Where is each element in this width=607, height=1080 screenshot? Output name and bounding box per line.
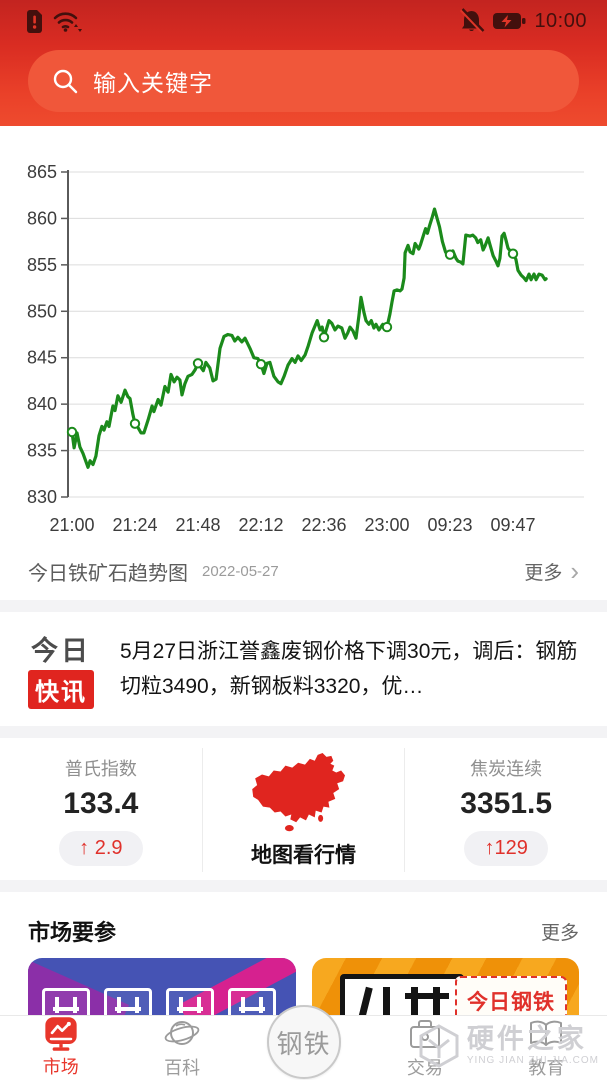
stat-label: 普氏指数 [64, 758, 137, 779]
news-logo-bottom: 快讯 [28, 670, 94, 709]
svg-text:23:00: 23:00 [364, 515, 409, 535]
wifi-icon [53, 12, 82, 32]
svg-text:855: 855 [27, 255, 57, 275]
market-more-label: 更多 [540, 922, 579, 944]
iron-ore-trend-chart[interactable]: 865 860 855 850 845 840 835 830 21:00 21:24 21:48 2… [0, 142, 607, 542]
svg-text:850: 850 [27, 301, 57, 321]
chart-date: 2022-05-27 [202, 562, 279, 580]
bottom-nav: 市场 百科 钢铁 交易 [0, 1005, 607, 1080]
svg-text:22:36: 22:36 [301, 515, 346, 535]
trend-chart-section: 865 860 855 850 845 840 835 830 21:00 21:24 21:48 2… [0, 142, 607, 600]
nav-label: 市场 [42, 1057, 79, 1077]
notifications-muted-icon [460, 8, 485, 34]
svg-text:830: 830 [27, 487, 57, 507]
chart-more-button[interactable]: 更多 › [524, 558, 579, 585]
status-time: 10:00 [534, 9, 587, 32]
nav-item-market[interactable]: 市场 [0, 1017, 121, 1079]
section-divider [0, 726, 607, 738]
nav-item-education[interactable]: 教育 [486, 1016, 607, 1080]
svg-text:22:12: 22:12 [238, 515, 283, 535]
svg-text:21:48: 21:48 [175, 515, 220, 535]
svg-text:21:24: 21:24 [112, 515, 157, 535]
market-more-button[interactable]: 更多 [541, 918, 579, 945]
svg-text:845: 845 [27, 348, 57, 368]
stat-change-badge: ↑ 2.9 [59, 830, 143, 866]
nav-label: 教育 [528, 1058, 565, 1078]
sim-alert-icon [27, 10, 42, 33]
section-divider [0, 600, 607, 612]
news-text: 5月27日浙江誉鑫废钢价格下调30元，调后：钢筋切粒3490，新钢板料3320，… [120, 640, 578, 698]
news-flash-item[interactable]: 今日 快讯 5月27日浙江誉鑫废钢价格下调30元，调后：钢筋切粒3490，新钢板… [0, 612, 607, 726]
section-divider [0, 880, 607, 892]
briefcase-icon [409, 1020, 440, 1048]
chart-title-row: 今日铁矿石趋势图 2022-05-27 更多 › [0, 542, 607, 600]
market-chart-icon [42, 1017, 80, 1051]
svg-text:860: 860 [27, 208, 57, 228]
search-icon [53, 69, 78, 93]
svg-text:09:23: 09:23 [427, 515, 472, 535]
battery-charging-icon [493, 13, 526, 29]
steel-logo-text: 钢铁 [276, 1028, 331, 1059]
svg-text:21:00: 21:00 [49, 515, 94, 535]
coke-futures-stat[interactable]: 焦炭连续 3351.5 ↑129 [404, 748, 607, 872]
open-book-icon [530, 1020, 563, 1046]
chart-more-label: 更多 [524, 562, 563, 584]
news-flash-logo: 今日 快讯 [28, 629, 94, 709]
status-right-icons: 10:00 [458, 8, 587, 34]
app-header: 10:00 输入关键字 [0, 0, 607, 126]
stats-row: 普氏指数 133.4 ↑ 2.9 地图看行情 焦炭连续 3351.5 ↑129 [0, 738, 607, 880]
nav-item-trade[interactable]: 交易 [364, 1016, 485, 1080]
stat-change-badge: ↑129 [464, 830, 548, 866]
platts-index-stat[interactable]: 普氏指数 133.4 ↑ 2.9 [0, 748, 202, 872]
nav-item-steel-home[interactable]: 钢铁 [243, 1005, 364, 1079]
nav-label: 交易 [406, 1058, 443, 1078]
status-left-icons [24, 8, 82, 34]
chart-title: 今日铁矿石趋势图 [28, 562, 188, 585]
market-section-header: 市场要参 更多 [0, 892, 607, 948]
stat-label: 焦炭连续 [470, 758, 543, 779]
svg-text:835: 835 [27, 441, 57, 461]
stat-value: 133.4 [63, 786, 139, 820]
map-market-entry[interactable]: 地图看行情 [201, 748, 405, 872]
svg-text:865: 865 [27, 162, 57, 182]
svg-text:840: 840 [27, 394, 57, 414]
search-input[interactable]: 输入关键字 [28, 50, 579, 112]
news-logo-top: 今日 [31, 636, 91, 666]
status-bar: 10:00 [0, 0, 607, 38]
nav-label: 百科 [164, 1058, 201, 1078]
planet-icon [164, 1021, 200, 1045]
nav-item-wiki[interactable]: 百科 [121, 1016, 242, 1080]
stat-value: 3351.5 [460, 786, 553, 820]
market-section-title: 市场要参 [28, 920, 117, 945]
svg-text:09:47: 09:47 [490, 515, 535, 535]
china-map-icon [251, 752, 345, 832]
search-placeholder: 输入关键字 [93, 70, 213, 96]
steel-logo-circle: 钢铁 [266, 1005, 341, 1079]
map-caption: 地图看行情 [251, 844, 356, 867]
chevron-right-icon: › [570, 556, 579, 586]
